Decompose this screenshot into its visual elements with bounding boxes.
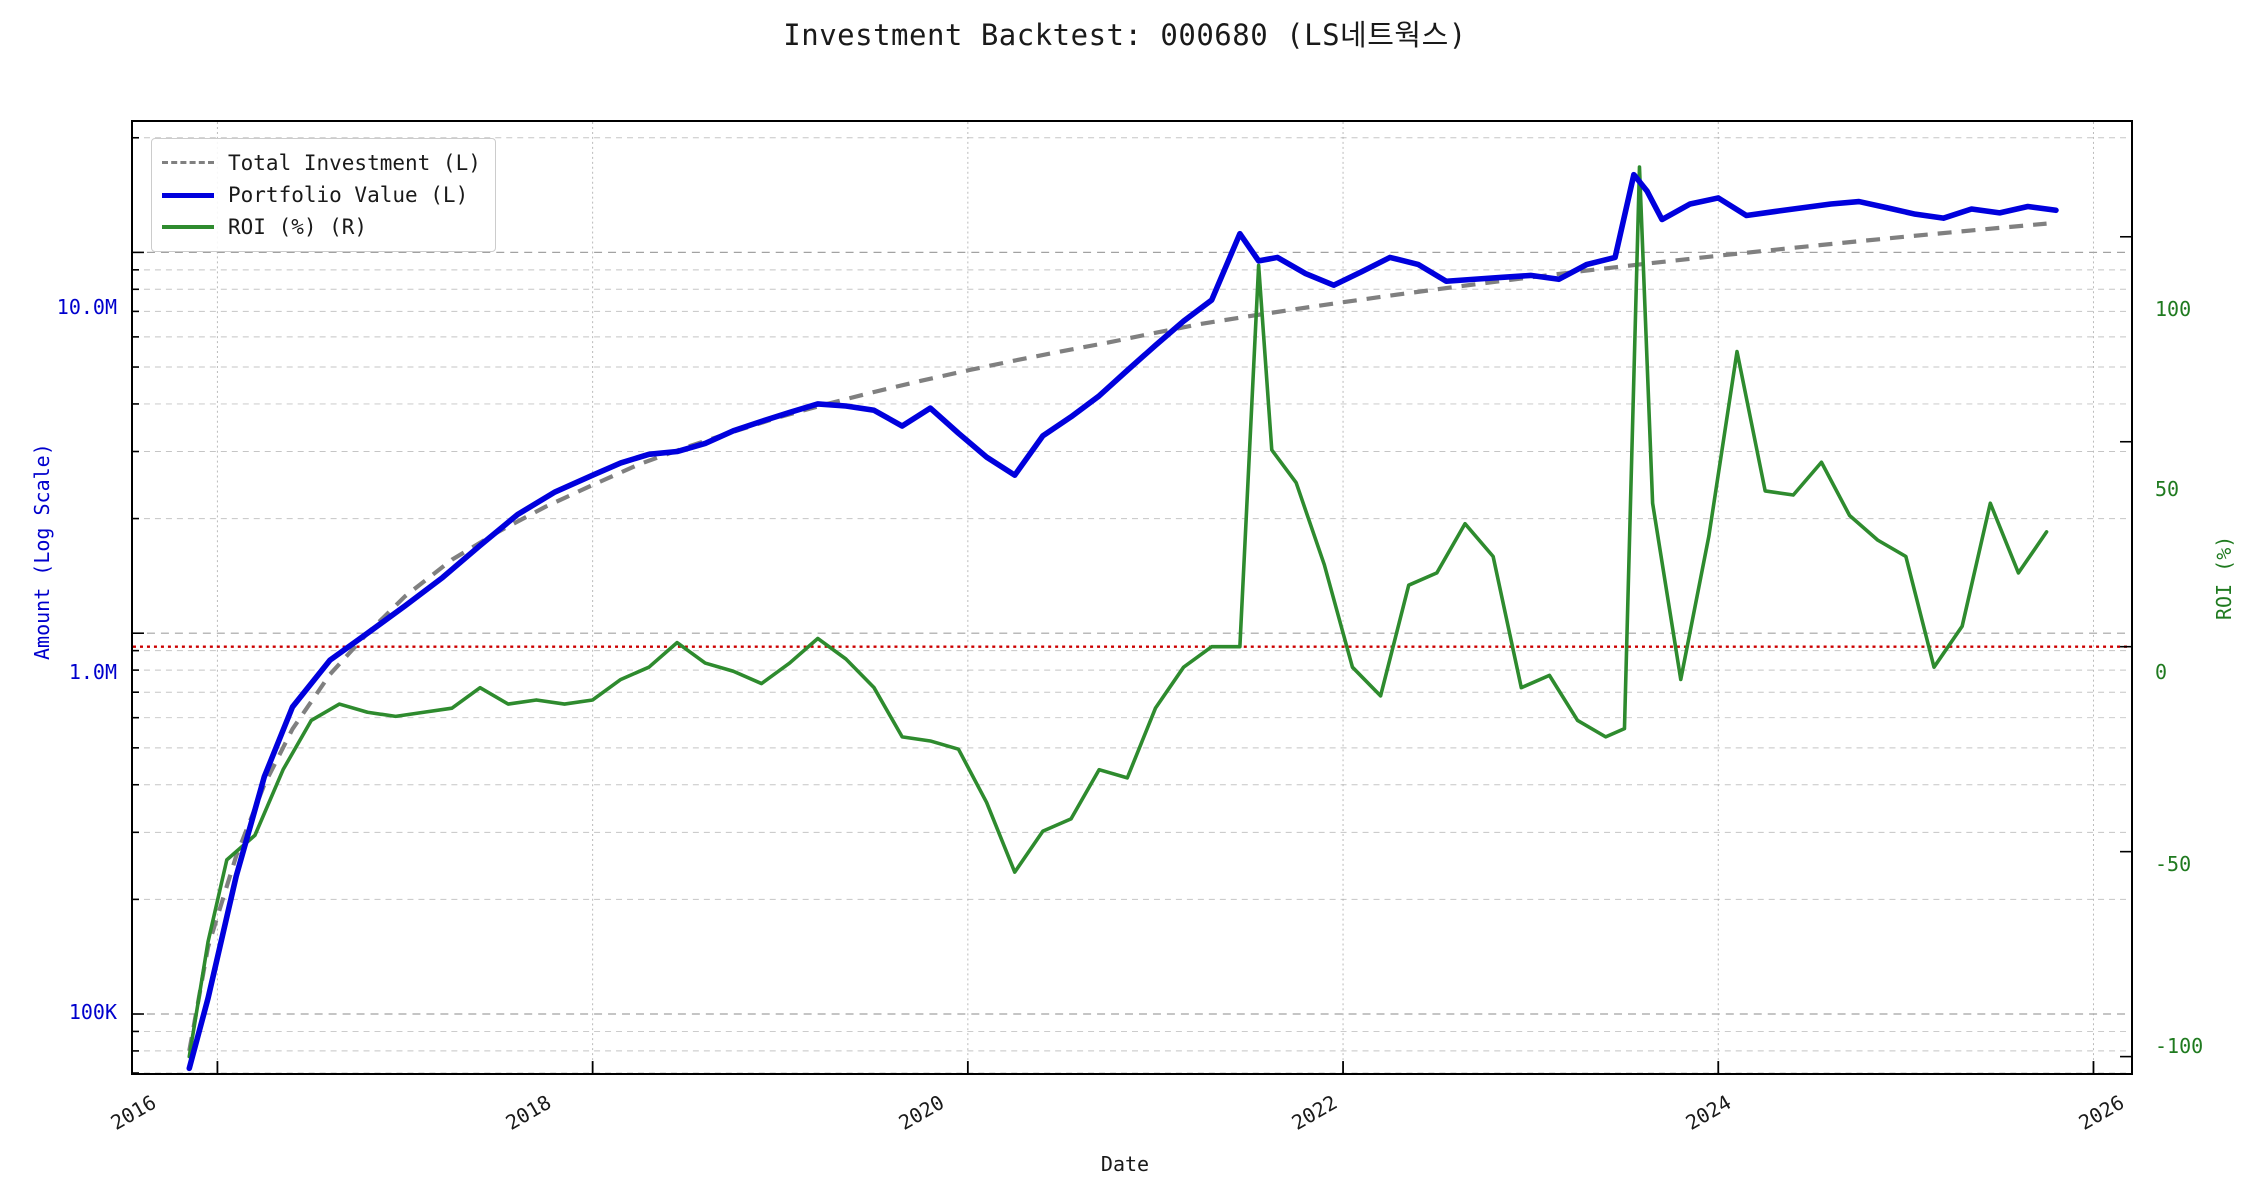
xtick-2024: 2024	[1681, 1090, 1736, 1135]
chart-legend: Total Investment (L) Portfolio Value (L)…	[151, 138, 496, 252]
x-axis-label: Date	[1100, 1152, 1150, 1176]
right-ytick-neg100: -100	[2155, 1034, 2204, 1058]
chart-title: Investment Backtest: 000680 (LS네트웍스)	[783, 18, 1467, 52]
left-ytick-10M: 10.0M	[56, 295, 117, 319]
legend-item-portfolio-value: Portfolio Value (L)	[162, 179, 481, 211]
right-ytick-0: 0	[2155, 660, 2168, 684]
left-axis-ticks	[133, 136, 144, 1073]
legend-item-total-investment: Total Investment (L)	[162, 147, 481, 179]
chart-canvas	[133, 122, 2131, 1073]
legend-label-roi: ROI (%) (R)	[228, 214, 368, 239]
right-ytick-neg50: -50	[2155, 852, 2192, 876]
roi-line	[187, 165, 2049, 1059]
xtick-2020: 2020	[894, 1090, 949, 1135]
vertical-gridlines	[216, 122, 2094, 1073]
left-ytick-100K: 100K	[68, 1000, 117, 1024]
bottom-axis-ticks	[216, 1061, 2095, 1073]
right-axis-ticks	[2120, 235, 2131, 1058]
portfolio-value-line	[186, 171, 2059, 1072]
legend-label-total-investment: Total Investment (L)	[228, 150, 481, 175]
left-axis-label: Amount (Log Scale)	[30, 443, 54, 660]
plot-area: Total Investment (L) Portfolio Value (L)…	[131, 120, 2133, 1075]
xtick-2018: 2018	[501, 1090, 556, 1135]
legend-item-roi: ROI (%) (R)	[162, 211, 481, 243]
xtick-2022: 2022	[1287, 1090, 1342, 1135]
xtick-2026: 2026	[2074, 1090, 2129, 1135]
right-ytick-100: 100	[2155, 297, 2192, 321]
total-investment-line	[187, 221, 2047, 1052]
right-axis-label: ROI (%)	[2212, 535, 2236, 620]
xtick-2016: 2016	[106, 1090, 161, 1135]
minor-gridlines	[133, 137, 2131, 1073]
left-ytick-1M: 1.0M	[68, 660, 117, 684]
legend-label-portfolio-value: Portfolio Value (L)	[228, 182, 469, 207]
right-ytick-50: 50	[2155, 477, 2180, 501]
major-gridlines	[133, 251, 2131, 1015]
